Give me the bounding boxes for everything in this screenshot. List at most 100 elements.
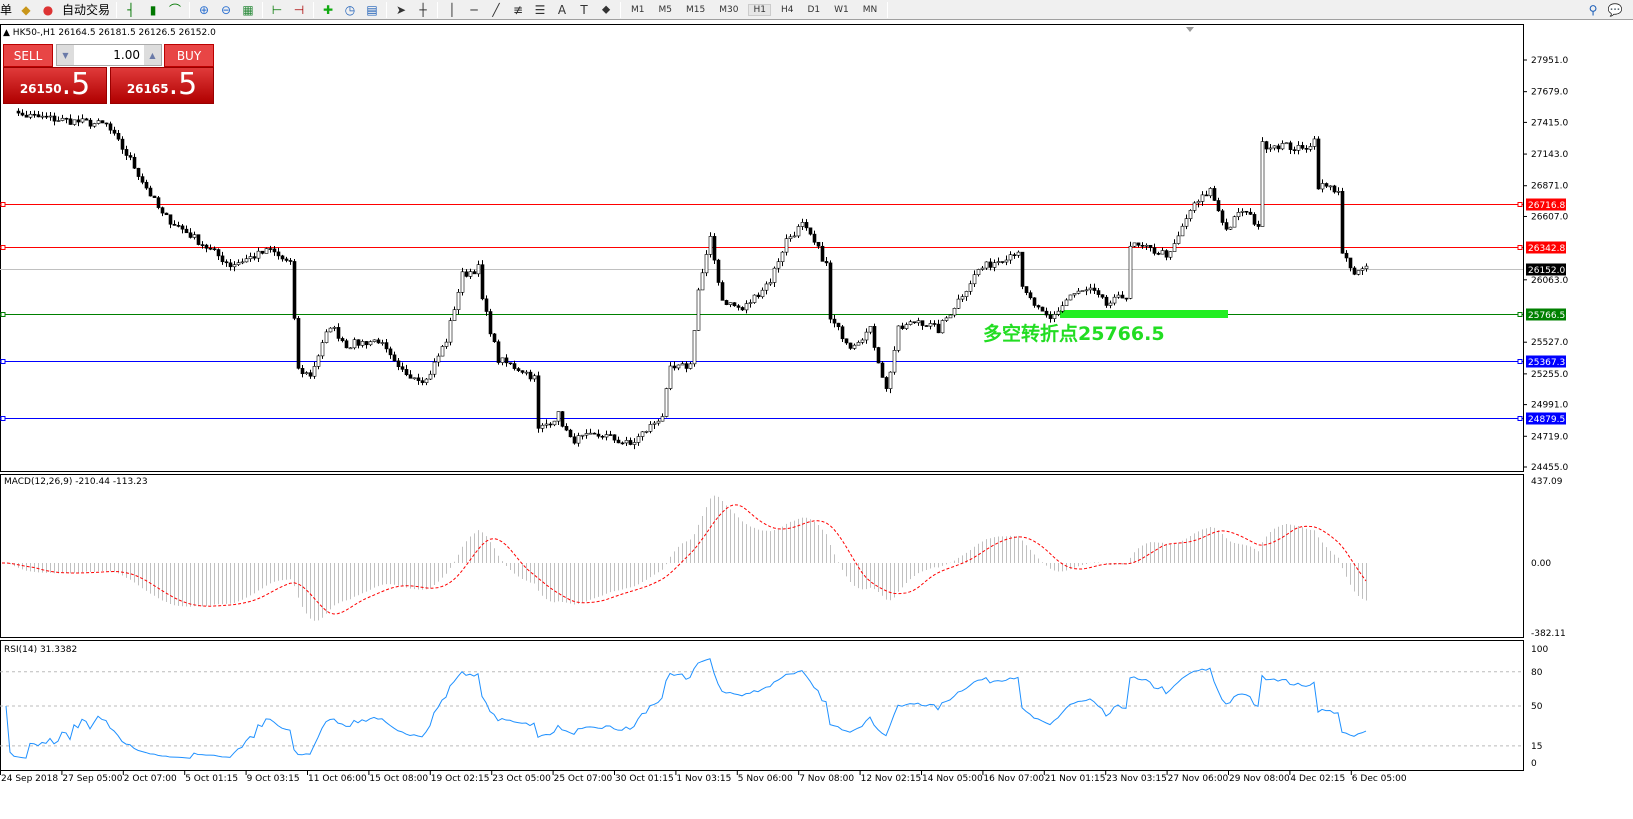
timeframe-m15[interactable]: M15: [686, 4, 706, 15]
zoom-out-icon[interactable]: ⊖: [221, 2, 232, 17]
text-icon[interactable]: A: [557, 2, 567, 17]
candle-bear: [1032, 297, 1037, 306]
lot-input[interactable]: 1.00: [74, 45, 144, 65]
horizontal-line-icon[interactable]: ─: [470, 2, 478, 17]
channel-icon[interactable]: ☰: [534, 2, 546, 17]
crosshair-icon[interactable]: ┼: [419, 2, 427, 17]
price-axis-label: 24719.0: [1531, 432, 1568, 442]
periods-icon[interactable]: ◷: [344, 2, 356, 17]
level-handle: [0, 359, 6, 364]
candle-bear: [600, 435, 605, 438]
templates-icon[interactable]: ▤: [366, 2, 378, 17]
candle-bull: [780, 251, 785, 263]
candle-bear: [196, 234, 201, 245]
candle-bull: [1180, 225, 1185, 237]
buy-button[interactable]: BUY: [164, 44, 214, 67]
timeframe-h1[interactable]: H1: [748, 3, 771, 16]
cursor-icon[interactable]: ➤: [396, 2, 407, 17]
buy-price[interactable]: 26165 .5: [110, 67, 214, 104]
rsi-line: [5, 658, 1367, 759]
candle-bull: [1228, 226, 1233, 230]
candle-bull: [688, 363, 693, 369]
price-axis-label: 24455.0: [1531, 463, 1568, 473]
price-axis-label: 26607.0: [1531, 212, 1568, 222]
search-icon[interactable]: ⚲: [1588, 2, 1598, 17]
candle-bull: [792, 235, 797, 238]
candle-bull: [1260, 141, 1265, 227]
candle-bear: [120, 138, 125, 150]
level-price-tag: [1526, 412, 1566, 425]
candle-bull: [1052, 314, 1057, 319]
candle-bull: [60, 117, 65, 121]
candle-bull: [744, 303, 749, 311]
candle-bull: [580, 434, 585, 437]
candle-bull: [256, 250, 261, 259]
candle-bear: [1040, 306, 1045, 312]
sell-button[interactable]: SELL: [3, 44, 53, 67]
candle-bear: [88, 119, 93, 127]
candle-bear: [364, 341, 369, 346]
line-chart-icon[interactable]: ⌒: [169, 3, 182, 17]
time-axis-label: 6 Dec 05:00: [1352, 774, 1407, 784]
candle-bear: [220, 255, 225, 263]
candle-bull: [984, 261, 989, 269]
candle-bull: [700, 272, 705, 291]
new-order-button[interactable]: 单: [0, 3, 13, 17]
candle-bear: [400, 366, 405, 370]
candle-bear: [628, 440, 633, 445]
candle-bear: [488, 311, 493, 335]
autotrade-button[interactable]: 自动交易: [62, 3, 111, 17]
bar-chart-icon[interactable]: ┤: [127, 2, 135, 17]
autoscroll-icon[interactable]: ⊣: [293, 2, 305, 17]
candle-bear: [1256, 224, 1261, 227]
timeframe-m1[interactable]: M1: [631, 4, 645, 15]
candle-bull: [652, 422, 657, 425]
candle-bull: [776, 261, 781, 269]
candle-bull: [444, 341, 449, 347]
indicators-icon[interactable]: ✚: [323, 2, 334, 17]
candle-bear: [516, 368, 521, 371]
timeframe-m30[interactable]: M30: [719, 4, 739, 15]
tile-windows-icon[interactable]: ▦: [242, 2, 254, 17]
candle-bull: [704, 254, 709, 274]
candle-bear: [1316, 138, 1321, 190]
time-axis-label: 2 Oct 07:00: [124, 774, 177, 784]
timeframe-h4[interactable]: H4: [780, 4, 794, 15]
candle-bull: [760, 289, 765, 298]
timeframe-d1[interactable]: D1: [807, 4, 821, 15]
candle-bear: [1300, 145, 1305, 149]
separator: [313, 1, 315, 18]
chart-shift-icon[interactable]: ⊢: [271, 2, 283, 17]
lot-increase-icon[interactable]: ▲: [144, 45, 161, 65]
timeframe-m5[interactable]: M5: [658, 4, 673, 15]
candle-bear: [1152, 247, 1157, 254]
candle-bear: [756, 294, 761, 298]
candle-bull: [1144, 244, 1149, 247]
arrows-icon[interactable]: ⬥: [601, 2, 611, 16]
candlestick-icon[interactable]: ▮: [149, 2, 157, 17]
sell-price[interactable]: 26150 .5: [3, 67, 107, 104]
rsi-axis-label: 100: [1531, 645, 1548, 655]
fibo-icon[interactable]: ≢: [513, 2, 524, 17]
timeframe-mn[interactable]: MN: [862, 4, 878, 15]
expert-icon[interactable]: ◆: [21, 2, 31, 17]
candle-bear: [596, 433, 601, 437]
lot-decrease-icon[interactable]: ▼: [57, 45, 74, 65]
zoom-in-icon[interactable]: ⊕: [199, 2, 210, 17]
candle-bull: [692, 330, 697, 365]
level-handle: [1517, 416, 1523, 421]
trendline-icon[interactable]: ╱: [492, 2, 500, 17]
chat-icon[interactable]: 💬: [1607, 2, 1623, 17]
autotrade-icon[interactable]: ●: [42, 2, 54, 17]
candle-bear: [844, 338, 849, 344]
candles: [16, 108, 1369, 450]
candle-bull: [680, 363, 685, 366]
timeframe-w1[interactable]: W1: [834, 4, 849, 15]
candle-bear: [388, 348, 393, 356]
lot-stepper[interactable]: ▼ 1.00 ▲: [56, 44, 162, 66]
candle-bear: [1044, 310, 1049, 316]
vertical-line-icon[interactable]: │: [448, 2, 456, 17]
candle-bear: [920, 320, 925, 326]
label-icon[interactable]: T: [580, 2, 588, 17]
